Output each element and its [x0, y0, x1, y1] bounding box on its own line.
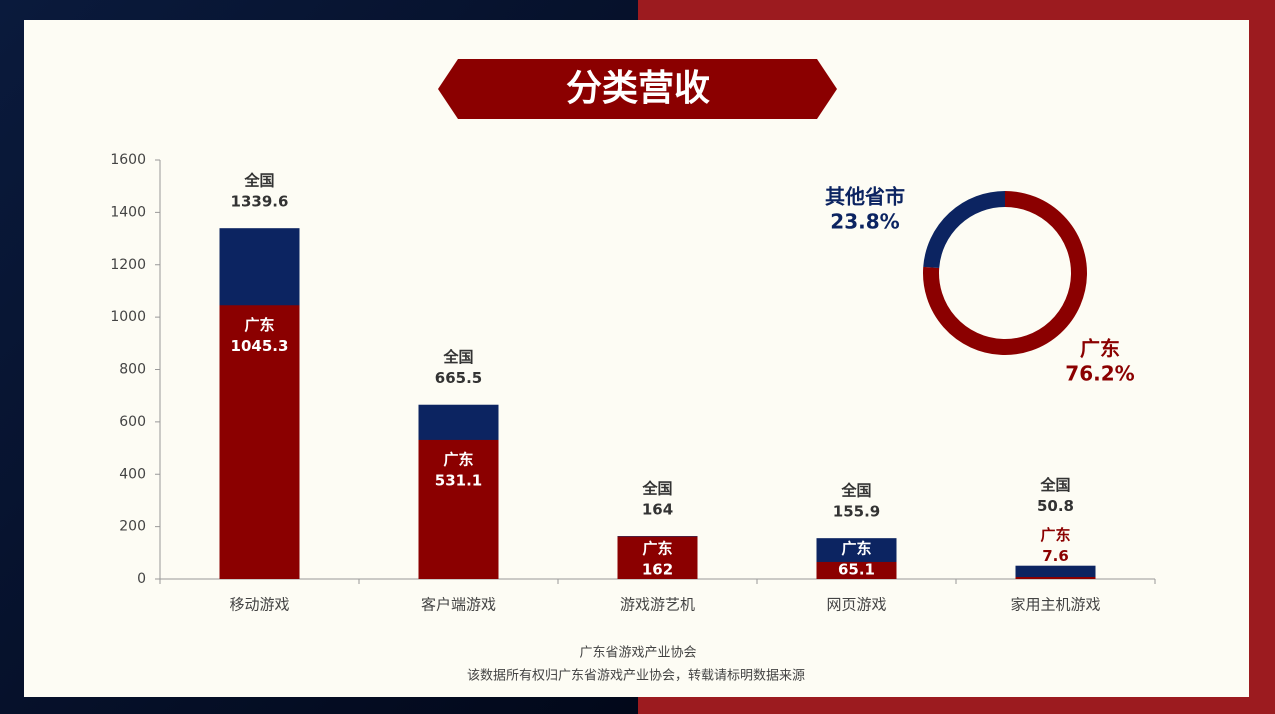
total-bar: [1015, 565, 1096, 579]
y-tick-label: 800: [119, 362, 146, 378]
title-banner: [438, 59, 837, 119]
donut-segment: [923, 191, 1087, 355]
chart-title: 分类营收: [566, 68, 710, 109]
total-value: 164: [642, 501, 673, 519]
guangdong-bar: [617, 536, 698, 579]
guangdong-bar: [418, 439, 499, 579]
guangdong-name: 广东: [244, 316, 274, 334]
total-value: 50.8: [1037, 497, 1074, 515]
total-value: 665.5: [435, 369, 482, 387]
donut-label: 其他省市: [825, 185, 905, 209]
x-tick-label: 家用主机游戏: [1010, 596, 1100, 614]
y-tick-label: 400: [119, 466, 146, 482]
guangdong-value: 531.1: [435, 471, 482, 489]
y-tick-label: 1200: [110, 257, 146, 273]
donut-value: 76.2%: [1065, 362, 1134, 386]
total-name: 全国: [641, 480, 672, 498]
guangdong-name: 广东: [642, 540, 672, 558]
source-note: 该数据所有权归广东省游戏产业协会，转载请标明数据来源: [467, 668, 805, 684]
x-tick-label: 客户端游戏: [421, 596, 496, 614]
guangdong-value: 162: [642, 561, 673, 579]
total-value: 1339.6: [231, 193, 289, 211]
guangdong-bar: [816, 561, 897, 579]
guangdong-bar: [1015, 577, 1096, 579]
guangdong-name: 广东: [443, 450, 473, 468]
total-name: 全国: [243, 172, 274, 190]
y-tick-label: 600: [119, 414, 146, 430]
donut-label: 广东: [1080, 337, 1120, 361]
guangdong-name: 广东: [1040, 526, 1070, 544]
x-tick-label: 网页游戏: [826, 596, 886, 614]
y-tick-label: 200: [119, 519, 146, 535]
x-tick-label: 移动游戏: [229, 596, 289, 614]
y-tick-label: 1000: [110, 309, 146, 325]
guangdong-value: 7.6: [1042, 547, 1069, 565]
total-value: 155.9: [833, 503, 880, 521]
total-name: 全国: [840, 482, 871, 500]
y-tick-label: 1600: [110, 152, 146, 168]
y-tick-label: 0: [137, 571, 146, 587]
guangdong-name: 广东: [841, 540, 871, 558]
donut-segment: [923, 191, 1006, 269]
source: 广东省游戏产业协会: [579, 646, 696, 661]
donut-value: 23.8%: [830, 210, 899, 234]
guangdong-value: 1045.3: [231, 337, 289, 355]
guangdong-value: 65.1: [838, 561, 875, 579]
y-tick-label: 1400: [110, 204, 146, 220]
total-name: 全国: [442, 348, 473, 366]
total-name: 全国: [1039, 476, 1070, 494]
x-tick-label: 游戏游艺机: [620, 596, 695, 614]
guangdong-bar: [219, 305, 300, 579]
